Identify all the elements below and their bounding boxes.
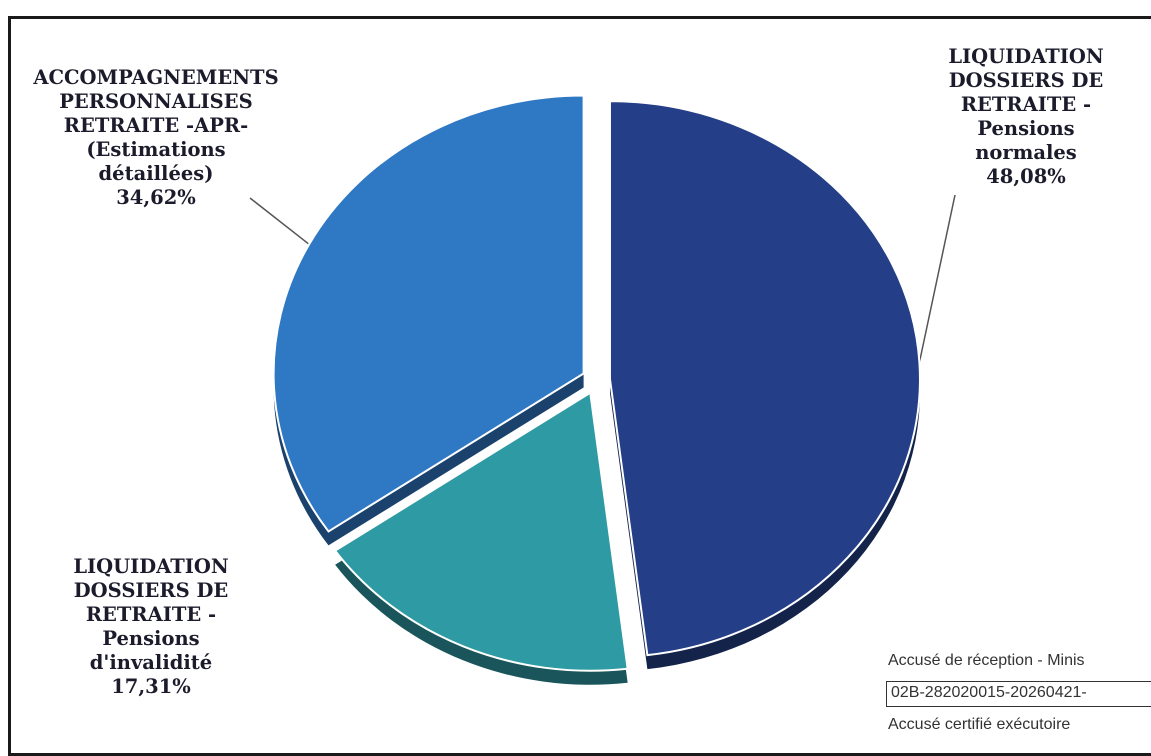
label-pensions-invalidite: LIQUIDATION DOSSIERS DE RETRAITE - Pensi… xyxy=(38,555,264,699)
slice-pensions-normales-leader-line xyxy=(918,194,956,363)
label-line: d'invalidité xyxy=(89,651,213,674)
stamp-executoire-text: Accusé certifié exécutoire xyxy=(888,716,1071,733)
label-line: DOSSIERS DE xyxy=(73,579,229,602)
label-line: LIQUIDATION xyxy=(948,45,1104,68)
label-accompagnements-apr: ACCOMPAGNEMENTS PERSONNALISES RETRAITE -… xyxy=(8,66,304,210)
value-label: 17,31% xyxy=(111,675,191,698)
slice-accompagnements-apr-leader-line xyxy=(249,197,310,245)
slice-accompagnements-apr xyxy=(272,94,585,533)
label-line: Pensions xyxy=(102,627,200,650)
label-line: normales xyxy=(975,141,1077,164)
stamp-id-box: 02B-282020015-20260421- xyxy=(886,681,1151,707)
label-line: LIQUIDATION xyxy=(73,555,229,578)
label-line: RETRAITE -APR- xyxy=(63,114,249,137)
label-line: Pensions xyxy=(977,117,1075,140)
label-line: RETRAITE - xyxy=(85,603,217,626)
label-line: RETRAITE - xyxy=(960,93,1092,116)
slice-pensions-normales xyxy=(608,100,921,657)
pie-chart xyxy=(249,94,956,685)
value-label: 34,62% xyxy=(116,186,196,209)
label-line: ACCOMPAGNEMENTS xyxy=(33,66,279,89)
label-pensions-normales: LIQUIDATION DOSSIERS DE RETRAITE - Pensi… xyxy=(916,45,1136,189)
label-line: (Estimations xyxy=(86,138,226,161)
stamp-reception-text: Accusé de réception - Minis xyxy=(888,652,1085,669)
label-line: détaillées) xyxy=(98,162,214,185)
label-line: DOSSIERS DE xyxy=(948,69,1104,92)
slice-pensions-invalidite xyxy=(333,391,629,672)
value-label: 48,08% xyxy=(986,165,1066,188)
label-line: PERSONNALISES xyxy=(59,90,253,113)
